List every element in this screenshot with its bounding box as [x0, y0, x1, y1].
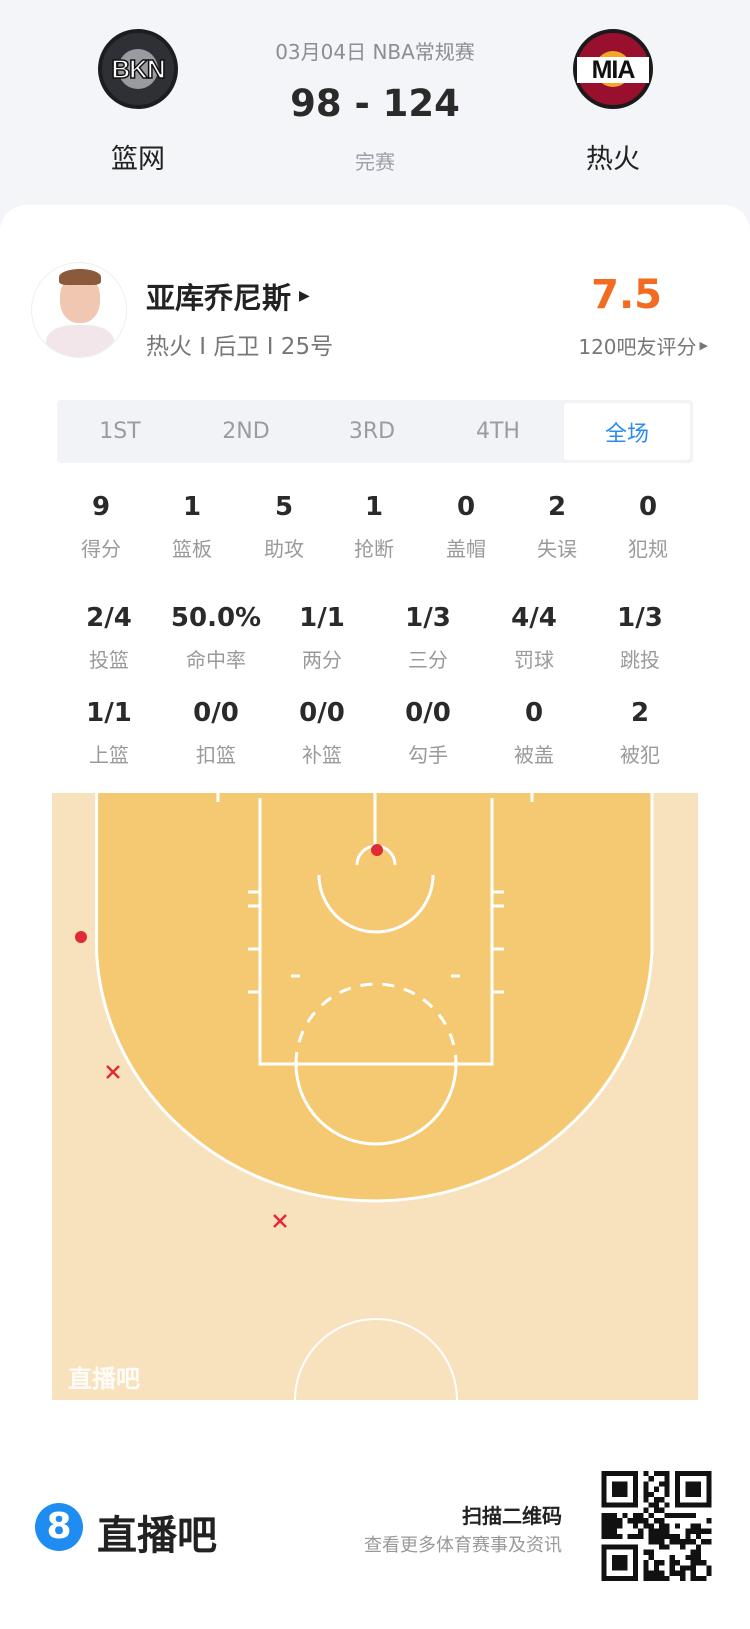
shot-missed-wing-three — [106, 1065, 120, 1079]
stat-value: 2/4 — [86, 603, 132, 633]
paint — [258, 798, 494, 1066]
stat-label: 盖帽 — [446, 537, 486, 561]
stat-value: 1/3 — [617, 603, 663, 633]
home-team-name: 篮网 — [111, 144, 165, 175]
stat-value: 1 — [364, 492, 384, 522]
rating-label: 120吧友评分 — [578, 335, 697, 359]
player-name: 亚库乔尼斯 — [146, 281, 292, 315]
tab-3rd[interactable]: 3RD — [348, 419, 396, 444]
stat-value: 0 — [456, 492, 476, 522]
scan-subtitle: 查看更多体育赛事及资讯 — [364, 1535, 562, 1556]
brand-logo-icon: 8 — [35, 1503, 83, 1551]
away-team-name: 热火 — [586, 144, 640, 175]
stat-label: 三分 — [408, 648, 448, 672]
brand-name: 直播吧 — [97, 1513, 217, 1559]
stat-label: 失误 — [537, 537, 577, 561]
stat-label: 命中率 — [186, 648, 246, 672]
stat-label: 犯规 — [628, 537, 668, 561]
shot-made-rim — [371, 844, 383, 856]
rating-link[interactable]: 120吧友评分 ▶ — [578, 331, 708, 360]
stat-value: 0/0 — [299, 698, 345, 728]
shot-missed-top-three — [273, 1214, 287, 1228]
stat-value: 0 — [524, 698, 544, 728]
match-date-league: 03月04日 NBA常规赛 — [275, 40, 475, 64]
free-throw-circle-bottom — [294, 1063, 458, 1146]
tab-2nd[interactable]: 2ND — [222, 419, 270, 444]
stat-label: 被盖 — [514, 743, 554, 767]
stat-label: 得分 — [81, 537, 121, 561]
stat-label: 跳投 — [620, 648, 660, 672]
stat-value: 2 — [630, 698, 650, 728]
rim-semicircle — [317, 874, 435, 934]
stat-label: 扣篮 — [196, 743, 236, 767]
stat-value: 1 — [182, 492, 202, 522]
stat-label: 补篮 — [302, 743, 342, 767]
stat-label: 被犯 — [620, 743, 660, 767]
stat-label: 两分 — [302, 648, 342, 672]
stat-value: 0/0 — [193, 698, 239, 728]
away-team-logo[interactable]: MIA — [573, 29, 653, 109]
center-circle — [294, 1318, 458, 1400]
stat-value: 4/4 — [511, 603, 557, 633]
period-tabs: 1ST 2ND 3RD 4TH 全场 — [57, 400, 693, 463]
shot-chart: 直播吧 — [52, 793, 698, 1400]
player-info: 热火 I 后卫 I 25号 — [146, 334, 334, 360]
stat-value: 1/1 — [86, 698, 132, 728]
tab-full-game[interactable]: 全场 — [564, 403, 690, 460]
stat-label: 上篮 — [89, 743, 129, 767]
stat-value: 2 — [547, 492, 567, 522]
stat-value: 50.0% — [170, 603, 262, 633]
caret-right-icon: ▶ — [699, 339, 708, 352]
three-point-line — [95, 793, 654, 1203]
player-rating: 7.5 — [591, 272, 662, 318]
court-watermark: 直播吧 — [68, 1365, 140, 1393]
stat-label: 篮板 — [172, 537, 212, 561]
three-point-area — [96, 793, 653, 1201]
stat-value: 0 — [638, 492, 658, 522]
tab-1st[interactable]: 1ST — [99, 419, 141, 444]
tab-4th[interactable]: 4TH — [476, 419, 520, 444]
player-name-link[interactable]: 亚库乔尼斯 ▶ — [146, 275, 310, 317]
caret-right-icon: ▶ — [299, 288, 310, 304]
stat-label: 罚球 — [514, 648, 554, 672]
stat-label: 助攻 — [264, 537, 304, 561]
match-status: 完赛 — [355, 150, 395, 174]
shot-made-corner-three — [75, 931, 87, 943]
scan-title: 扫描二维码 — [462, 1504, 562, 1528]
stat-value: 0/0 — [405, 698, 451, 728]
match-score: 98 - 124 — [290, 82, 460, 125]
stat-label: 抢断 — [354, 537, 394, 561]
stat-label: 勾手 — [408, 743, 448, 767]
stat-value: 1/1 — [299, 603, 345, 633]
player-avatar[interactable] — [31, 262, 127, 358]
stat-value: 9 — [91, 492, 111, 522]
qr-code[interactable] — [601, 1471, 712, 1581]
home-team-logo[interactable]: BKN — [98, 29, 178, 109]
stat-label: 投篮 — [89, 648, 129, 672]
stat-value: 1/3 — [405, 603, 451, 633]
stat-value: 5 — [274, 492, 294, 522]
